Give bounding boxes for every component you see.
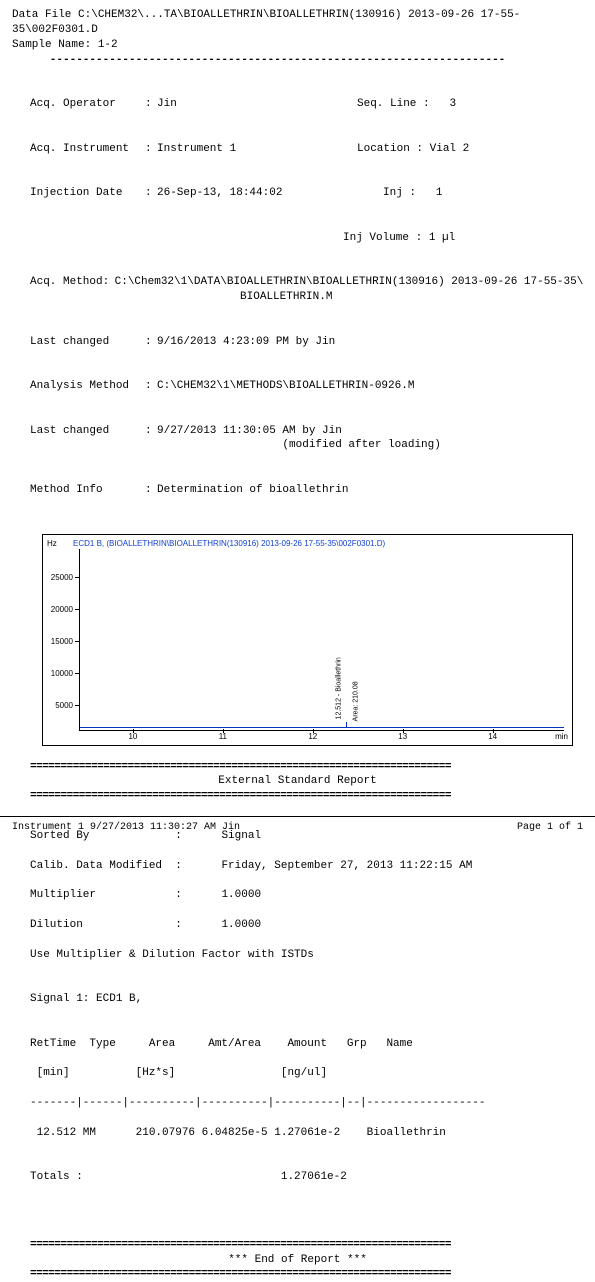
label-calib: Calib. Data Modified (30, 860, 162, 872)
separator-equals-bottom: ========================================… (30, 789, 583, 804)
val-acq-instrument: Instrument 1 (157, 142, 357, 157)
val-method-info: Determination of bioallethrin (157, 483, 583, 498)
separator-equals-end2: ========================================… (30, 1267, 583, 1282)
page-footer: Instrument 1 9/27/2013 11:30:27 AM Jin P… (0, 816, 595, 835)
xtick-13: 13 (398, 732, 407, 743)
label-acq-operator: Acq. Operator (30, 97, 145, 112)
page: Data File C:\CHEM32\...TA\BIOALLETHRIN\B… (0, 0, 595, 1282)
label-seq-line: Seq. Line (357, 97, 416, 112)
val-last-changed-2: 9/27/2013 11:30:05 AM by Jin (modified a… (157, 424, 583, 454)
val-injection-date: 26-Sep-13, 18:44:02 (157, 186, 383, 201)
val-acq-operator: Jin (157, 97, 357, 112)
table-separator: -------|------|----------|----------|---… (30, 1097, 485, 1109)
xtick-11: 11 (219, 732, 227, 743)
label-last-changed-2: Last changed (30, 424, 145, 454)
footer-left: Instrument 1 9/27/2013 11:30:27 AM Jin (12, 821, 240, 835)
external-standard-title: External Standard Report (12, 774, 583, 789)
label-inj-volume: Inj Volume (343, 231, 409, 246)
ytick-25000: 25000 (45, 573, 73, 584)
x-axis-unit: min (555, 732, 568, 743)
report-block: Sorted By : Signal Calib. Data Modified … (30, 814, 583, 1230)
peak (346, 722, 347, 728)
label-acq-instrument: Acq. Instrument (30, 142, 145, 157)
metadata-block: Acq. Operator: JinSeq. Line : 3 Acq. Ins… (30, 67, 583, 527)
label-location: Location (357, 142, 410, 157)
val-seq-line: 3 (449, 97, 456, 112)
label-last-changed-1: Last changed (30, 335, 145, 350)
val-dilution: 1.0000 (221, 919, 261, 931)
ytick-15000: 15000 (45, 637, 73, 648)
label-multiplier: Multiplier (30, 889, 96, 901)
ytick-10000: 10000 (45, 669, 73, 680)
val-analysis-method: C:\CHEM32\1\METHODS\BIOALLETHRIN-0926.M (157, 379, 583, 394)
label-inj: Inj (383, 186, 403, 201)
y-axis-unit: Hz (47, 539, 57, 550)
xtick-10: 10 (128, 732, 137, 743)
end-of-report: *** End of Report *** (12, 1253, 583, 1268)
xtick-line (223, 729, 224, 733)
xtick-line (313, 729, 314, 733)
ytick-20000: 20000 (45, 605, 73, 616)
peak-label-1: 12.512 - Bioallethrin (334, 657, 343, 719)
val-multiplier: 1.0000 (221, 889, 261, 901)
plot-area: 12.512 - Bioallethrin Area: 210.08 (79, 549, 564, 731)
baseline-trace (80, 727, 564, 728)
table-header: RetTime Type Area Amt/Area Amount Grp Na… (30, 1038, 413, 1050)
ytick-line (75, 577, 79, 578)
ytick-line (75, 641, 79, 642)
totals-label: Totals : (30, 1171, 83, 1183)
val-location: Vial 2 (430, 142, 470, 157)
ytick-line (75, 609, 79, 610)
label-method-info: Method Info (30, 483, 145, 498)
totals-value: 1.27061e-2 (83, 1171, 347, 1183)
data-file-header: Data File C:\CHEM32\...TA\BIOALLETHRIN\B… (12, 8, 583, 38)
val-calib: Friday, September 27, 2013 11:22:15 AM (221, 860, 472, 872)
label-acq-method: Acq. Method (30, 275, 103, 305)
chromatogram-chart: ECD1 B, (BIOALLETHRIN\BIOALLETHRIN(13091… (42, 534, 573, 746)
xtick-line (403, 729, 404, 733)
xtick-line (493, 729, 494, 733)
xtick-14: 14 (488, 732, 497, 743)
signal-label: Signal 1: ECD1 B, (30, 993, 142, 1005)
note-istd: Use Multiplier & Dilution Factor with IS… (30, 949, 314, 961)
val-inj: 1 (436, 186, 443, 201)
xtick-12: 12 (308, 732, 317, 743)
separator-equals-top: ========================================… (30, 760, 583, 775)
sample-name-header: Sample Name: 1-2 (12, 38, 583, 53)
table-row: 12.512 MM 210.07976 6.04825e-5 1.27061e-… (30, 1127, 446, 1139)
label-analysis-method: Analysis Method (30, 379, 145, 394)
val-acq-method: C:\Chem32\1\DATA\BIOALLETHRIN\BIOALLETHR… (115, 275, 584, 305)
xtick-line (133, 729, 134, 733)
label-injection-date: Injection Date (30, 186, 145, 201)
ytick-5000: 5000 (45, 701, 73, 712)
ytick-line (75, 673, 79, 674)
label-dilution: Dilution (30, 919, 83, 931)
separator-equals-end: ========================================… (30, 1238, 583, 1253)
val-inj-volume: 1 µl (429, 231, 455, 246)
ytick-line (75, 705, 79, 706)
footer-right: Page 1 of 1 (517, 821, 583, 835)
peak-label-2: Area: 210.08 (351, 681, 360, 721)
table-units: [min] [Hz*s] [ng/ul] (30, 1067, 327, 1079)
separator-dashes: ----------------------------------------… (30, 53, 583, 68)
val-last-changed-1: 9/16/2013 4:23:09 PM by Jin (157, 335, 583, 350)
